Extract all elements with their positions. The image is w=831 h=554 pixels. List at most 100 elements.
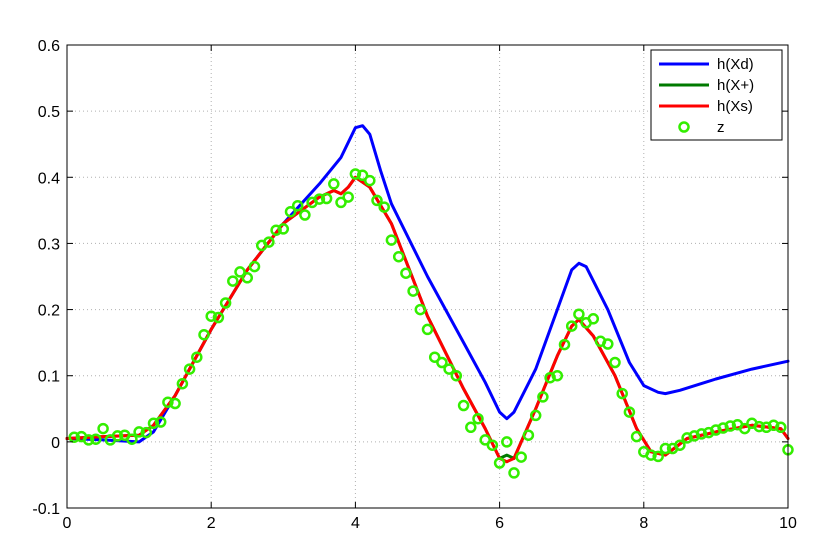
legend-label: h(X+): [717, 77, 754, 94]
z-point: [436, 356, 448, 369]
z-point: [508, 467, 520, 479]
z-point: [688, 430, 701, 442]
y-tick-label: 0.5: [38, 104, 60, 121]
z-point: [421, 323, 434, 336]
z-point: [234, 266, 246, 278]
series-layer: [65, 124, 794, 479]
z-point: [710, 424, 722, 436]
z-point: [82, 434, 95, 446]
z-point: [400, 267, 412, 279]
z-point: [450, 369, 463, 382]
z-point: [472, 412, 484, 425]
z-point: [775, 421, 787, 434]
z-point: [623, 406, 636, 418]
z-point: [392, 250, 405, 263]
z-point: [738, 422, 751, 435]
z-point: [378, 201, 390, 213]
z-point: [602, 338, 614, 350]
z-point: [313, 193, 326, 205]
z-point: [219, 297, 232, 309]
x-tick-label: 4: [351, 515, 360, 532]
y-tick-label: -0.1: [32, 501, 60, 518]
z-point: [291, 199, 304, 212]
y-tick-label: 0.4: [38, 170, 60, 187]
z-point: [753, 420, 765, 433]
z-point: [364, 174, 376, 187]
z-point: [630, 430, 643, 443]
z-point: [68, 431, 80, 443]
z-point: [277, 223, 290, 235]
z-point: [724, 420, 737, 432]
z-point: [551, 369, 564, 382]
z-point: [457, 399, 470, 412]
z-point: [443, 363, 455, 375]
z-point: [342, 191, 354, 203]
z-point: [479, 434, 491, 446]
y-tick-label: 0: [51, 435, 60, 452]
z-point: [428, 351, 441, 363]
legend-label: h(Xd): [717, 56, 754, 73]
z-point: [767, 419, 780, 432]
z-point: [760, 421, 773, 434]
z-point: [198, 328, 210, 341]
z-point: [486, 439, 499, 451]
z-point: [529, 409, 542, 422]
z-point: [176, 377, 189, 390]
z-point: [205, 310, 217, 322]
z-point: [414, 303, 427, 316]
y-tick-label: 0.2: [38, 303, 60, 320]
z-point: [501, 436, 513, 448]
z-point: [522, 429, 535, 441]
z-point: [169, 397, 181, 410]
z-point: [328, 178, 340, 190]
y-tick-label: 0.3: [38, 236, 60, 253]
z-point: [140, 426, 153, 439]
z-point: [126, 433, 138, 445]
z-point: [645, 449, 657, 461]
z-point: [681, 432, 693, 444]
z-point: [659, 442, 672, 455]
legend-label: z: [717, 119, 725, 136]
y-tick-label: 0.1: [38, 369, 60, 386]
z-point: [263, 236, 275, 248]
z-point: [270, 224, 282, 236]
legend: h(Xd) h(X+) h(Xs) z: [650, 49, 783, 141]
axes: 0 2 4 6 8 10-0.100.10.20.30.40.50.6: [32, 38, 797, 532]
z-point: [162, 396, 174, 408]
x-tick-label: 10: [779, 515, 797, 532]
z-point: [241, 272, 254, 284]
z-point: [356, 169, 369, 182]
legend-swatch: [678, 121, 690, 133]
z-point: [695, 428, 708, 440]
z-point: [385, 234, 398, 246]
z-point: [565, 320, 578, 332]
z-point: [147, 417, 160, 430]
z-point: [717, 422, 729, 434]
z-point: [609, 356, 621, 369]
z-point: [616, 387, 628, 400]
z-point: [465, 421, 477, 434]
z-point: [544, 371, 556, 384]
legend-label: h(Xs): [717, 98, 753, 115]
z-point: [212, 311, 225, 324]
z-point: [97, 422, 109, 435]
z-point: [299, 209, 311, 221]
z-point: [133, 426, 145, 438]
z-point: [154, 416, 167, 428]
z-point: [183, 363, 196, 375]
z-point: [111, 430, 124, 442]
z-point: [573, 308, 585, 320]
z-point: [407, 285, 419, 297]
z-point: [515, 451, 527, 463]
z-point: [284, 205, 297, 218]
z-point: [320, 192, 333, 205]
z-point: [248, 260, 261, 273]
z-point: [227, 275, 239, 287]
z-point: [537, 391, 549, 403]
z-point: [558, 338, 571, 351]
x-tick-label: 8: [639, 515, 648, 532]
x-tick-label: 0: [63, 515, 72, 532]
z-point: [335, 196, 347, 209]
z-point: [493, 457, 506, 469]
